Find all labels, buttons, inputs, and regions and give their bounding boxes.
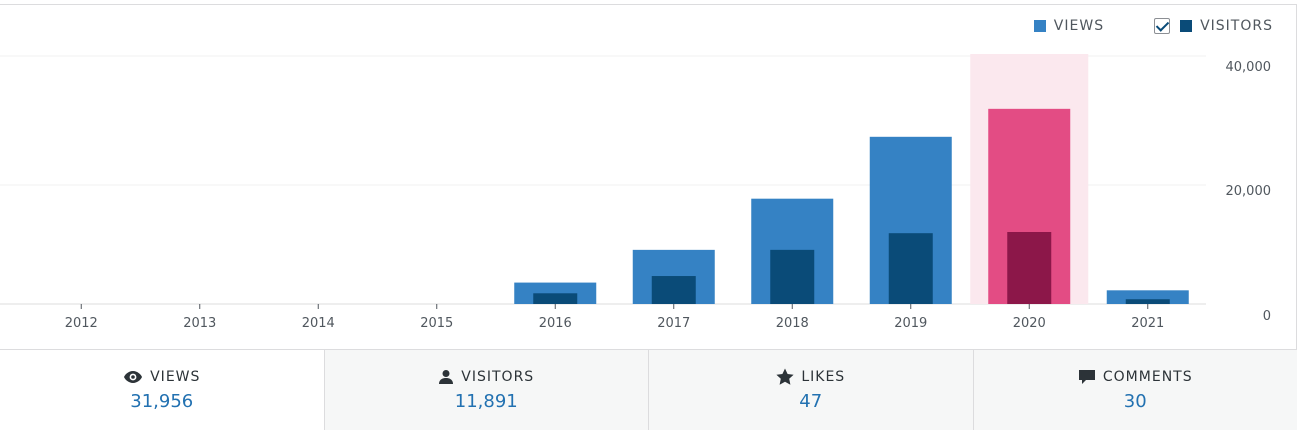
- stat-likes-label: LIKES: [801, 368, 846, 385]
- x-tick-label: 2021: [1131, 316, 1164, 331]
- bar-visitors-2018[interactable]: [770, 249, 815, 304]
- legend-visitors-swatch: [1180, 20, 1193, 32]
- views-bar-chart: 2012 2013 2014 2015 2016 2017 2018 2019 2020 2021…: [0, 54, 1272, 331]
- legend-visitors[interactable]: VISITORS: [1154, 18, 1273, 34]
- stat-tab-visitors[interactable]: VISITORS 11,891: [323, 350, 648, 430]
- chart-bars[interactable]: [514, 108, 1189, 304]
- stat-visitors-value: 11,891: [454, 390, 518, 412]
- legend-views: VIEWS: [1033, 18, 1105, 34]
- bar-visitors-2020[interactable]: [1007, 232, 1052, 304]
- stat-comments-label: COMMENTS: [1102, 368, 1193, 385]
- legend-views-label: VIEWS: [1053, 18, 1105, 34]
- x-tick-label: 2014: [302, 316, 335, 331]
- y-axis-labels: 0 20,000 40,000: [1226, 60, 1272, 324]
- bar-visitors-2016[interactable]: [533, 293, 578, 304]
- bar-visitors-2017[interactable]: [651, 276, 696, 304]
- x-tick-label: 2017: [657, 316, 690, 331]
- legend-views-swatch: [1033, 20, 1046, 32]
- x-tick-label: 2013: [183, 316, 216, 331]
- x-tick-label: 2015: [420, 316, 453, 331]
- y-tick-label: 0: [1263, 309, 1271, 324]
- person-icon: [439, 369, 454, 384]
- visitors-toggle-checkbox[interactable]: [1154, 18, 1171, 34]
- x-tick-label: 2019: [894, 316, 927, 331]
- x-tick-label: 2012: [65, 316, 98, 331]
- bar-visitors-2019[interactable]: [888, 233, 933, 304]
- stat-tab-views[interactable]: VIEWS 31,956: [0, 350, 324, 430]
- bar-visitors-2021[interactable]: [1125, 299, 1170, 304]
- stats-tabs: VIEWS 31,956 VISITORS 11,891 LIKES 47 CO…: [0, 349, 1297, 430]
- x-tick-label: 2018: [776, 316, 809, 331]
- stat-visitors-label: VISITORS: [461, 368, 535, 385]
- comment-icon: [1078, 369, 1095, 384]
- y-tick-label: 40,000: [1226, 60, 1272, 75]
- x-axis-labels: 2012 2013 2014 2015 2016 2017 2018 2019 2020 2021: [65, 316, 1165, 331]
- stat-likes-value: 47: [799, 391, 823, 412]
- stat-comments-value: 30: [1123, 390, 1147, 412]
- stat-views-label: VIEWS: [150, 368, 201, 385]
- chart-legend: VIEWS VISITORS: [984, 18, 1273, 34]
- y-tick-label: 20,000: [1226, 184, 1272, 199]
- stat-tab-comments[interactable]: COMMENTS 30: [972, 350, 1297, 430]
- x-tick-label: 2020: [1013, 316, 1046, 331]
- eye-icon: [124, 370, 143, 383]
- stat-tab-likes[interactable]: LIKES 47: [648, 350, 973, 430]
- legend-visitors-label: VISITORS: [1200, 18, 1273, 34]
- star-icon: [776, 368, 794, 385]
- stat-views-value: 31,956: [130, 390, 194, 412]
- x-tick-label: 2016: [539, 316, 572, 331]
